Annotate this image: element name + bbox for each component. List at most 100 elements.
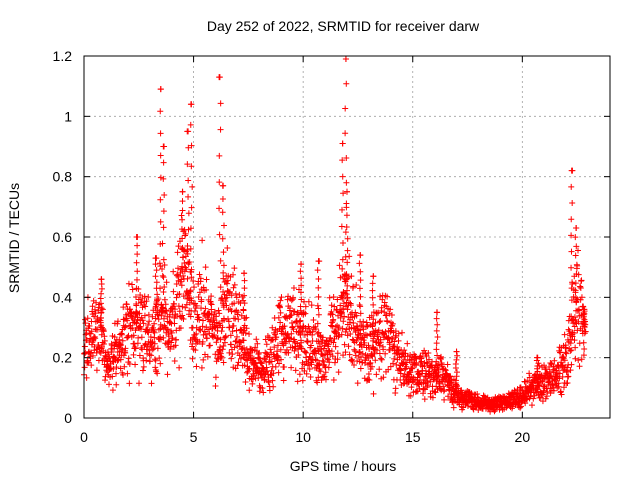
data-point (249, 376, 256, 383)
data-point (173, 336, 180, 343)
data-point (296, 318, 303, 325)
data-point (215, 307, 222, 314)
data-point (468, 390, 475, 397)
data-point (91, 306, 98, 313)
data-point (146, 318, 153, 325)
data-point (395, 347, 402, 354)
data-point (342, 105, 349, 112)
data-point (384, 293, 391, 300)
data-point (281, 323, 288, 330)
data-point (285, 349, 292, 356)
axes (83, 55, 611, 419)
data-point (114, 357, 121, 364)
data-point (343, 80, 350, 87)
data-point (161, 262, 168, 269)
data-point (528, 402, 535, 409)
data-point (357, 327, 364, 334)
data-point (453, 348, 460, 355)
data-point (154, 345, 161, 352)
data-point (339, 206, 346, 213)
data-point (259, 385, 266, 392)
data-point (395, 330, 402, 337)
data-point (569, 329, 576, 336)
data-point (84, 315, 91, 322)
data-point (114, 348, 121, 355)
data-point (190, 277, 197, 284)
data-point (377, 339, 384, 346)
data-point (240, 270, 247, 277)
data-point (171, 300, 178, 307)
data-point (193, 330, 200, 337)
data-point (146, 358, 153, 365)
data-point (454, 352, 461, 359)
data-point (254, 340, 261, 347)
data-point (339, 173, 346, 180)
data-point (228, 355, 235, 362)
data-point (567, 367, 574, 374)
data-point (241, 292, 248, 299)
data-point (87, 330, 94, 337)
data-point (314, 302, 321, 309)
data-point (137, 291, 144, 298)
data-point (288, 330, 295, 337)
y-tick-label: 1 (64, 108, 72, 124)
data-point (373, 310, 380, 317)
data-point (318, 346, 325, 353)
data-point (299, 377, 306, 384)
data-point (550, 387, 557, 394)
data-point (238, 346, 245, 353)
y-tick-label: 0 (64, 410, 72, 426)
data-point (297, 303, 304, 310)
data-point (574, 327, 581, 334)
data-point (349, 336, 356, 343)
data-point (361, 339, 368, 346)
data-point (160, 224, 167, 231)
data-point (377, 318, 384, 325)
data-point (354, 357, 361, 364)
data-point (307, 374, 314, 381)
data-point (137, 326, 144, 333)
data-point (124, 317, 131, 324)
data-point (188, 266, 195, 273)
data-point (420, 385, 427, 392)
data-point (179, 303, 186, 310)
data-point (278, 356, 285, 363)
data-point (157, 130, 164, 137)
data-point (310, 316, 317, 323)
data-point (330, 376, 337, 383)
data-point (220, 315, 227, 322)
data-point (365, 370, 372, 377)
data-point (274, 348, 281, 355)
data-point (321, 373, 328, 380)
data-point (339, 240, 346, 247)
data-point (343, 303, 350, 310)
data-point (93, 367, 100, 374)
data-point (577, 285, 584, 292)
data-point (558, 359, 565, 366)
data-point (144, 328, 151, 335)
data-point (240, 337, 247, 344)
data-point (297, 289, 304, 296)
data-point (306, 353, 313, 360)
data-point (315, 329, 322, 336)
data-point (175, 303, 182, 310)
data-point (340, 300, 347, 307)
data-point (326, 359, 333, 366)
data-point (138, 314, 145, 321)
data-point (160, 159, 167, 166)
data-point (170, 268, 177, 275)
data-point (292, 367, 299, 374)
data-point (384, 318, 391, 325)
data-point (240, 329, 247, 336)
data-point (160, 289, 167, 296)
data-point (172, 342, 179, 349)
data-point (317, 343, 324, 350)
data-point (573, 298, 580, 305)
data-point (120, 304, 127, 311)
data-point (222, 298, 229, 305)
data-point (151, 320, 158, 327)
data-point (578, 356, 585, 363)
data-point (171, 306, 178, 313)
data-point (368, 363, 375, 370)
data-point (185, 210, 192, 217)
